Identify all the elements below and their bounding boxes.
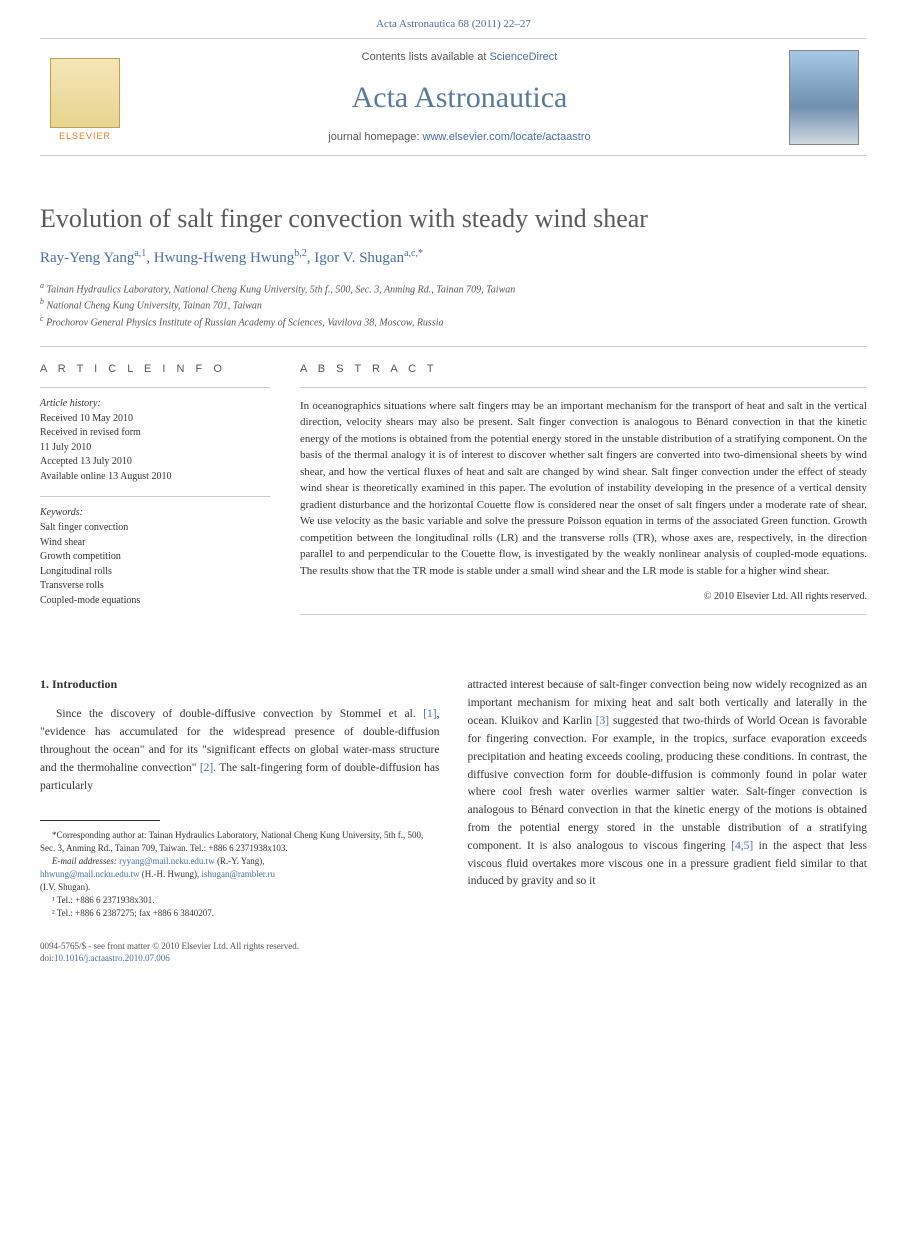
- homepage-prefix: journal homepage:: [328, 131, 422, 143]
- abstract-heading: A B S T R A C T: [300, 363, 867, 375]
- ref-1-link[interactable]: [1]: [423, 708, 436, 720]
- publisher-name: ELSEVIER: [59, 131, 111, 141]
- email-2-link[interactable]: hhwung@mail.ncku.edu.tw: [40, 869, 140, 879]
- page-citation-header: Acta Astronautica 68 (2011) 22–27: [0, 0, 907, 38]
- history-heading: Article history:: [40, 398, 270, 409]
- journal-cover-thumbnail: [789, 50, 859, 145]
- journal-banner: ELSEVIER Contents lists available at Sci…: [40, 38, 867, 156]
- emails-label: E-mail addresses:: [52, 856, 117, 866]
- author-1-sup: a,1: [134, 248, 146, 259]
- email-footnote: E-mail addresses: ryyang@mail.ncku.edu.t…: [40, 855, 440, 868]
- article-info-column: A R T I C L E I N F O Article history: R…: [40, 347, 270, 626]
- history-line: Available online 13 August 2010: [40, 470, 270, 485]
- author-3-sup: a,c,*: [404, 248, 423, 259]
- affiliation-b: b National Cheng Kung University, Tainan…: [40, 297, 867, 311]
- keywords-heading: Keywords:: [40, 507, 270, 518]
- body-two-column: 1. Introduction Since the discovery of d…: [40, 677, 867, 919]
- banner-center: Contents lists available at ScienceDirec…: [130, 39, 789, 155]
- footer-doi: doi:10.1016/j.actaastro.2010.07.006: [40, 952, 867, 965]
- abstract-divider-bottom: [300, 614, 867, 615]
- contents-available-line: Contents lists available at ScienceDirec…: [130, 51, 789, 63]
- affiliation-a: a Tainan Hydraulics Laboratory, National…: [40, 281, 867, 295]
- ref-4-5-link[interactable]: [4,5]: [731, 840, 753, 852]
- footnote-2: ² Tel.: +886 6 2387275; fax +886 6 38402…: [40, 907, 440, 920]
- author-3: Igor V. Shugan: [314, 250, 404, 266]
- contents-prefix: Contents lists available at: [362, 51, 490, 63]
- article-title: Evolution of salt finger convection with…: [40, 204, 867, 234]
- homepage-link[interactable]: www.elsevier.com/locate/actaastro: [423, 131, 591, 143]
- author-2-sup: b,2: [294, 248, 307, 259]
- elsevier-logo: ELSEVIER: [40, 47, 130, 147]
- elsevier-tree-icon: [50, 58, 120, 128]
- email-footnote-2: hhwung@mail.ncku.edu.tw (H.-H. Hwung), i…: [40, 868, 440, 881]
- history-line: Received 10 May 2010: [40, 412, 270, 427]
- keyword: Coupled-mode equations: [40, 594, 270, 609]
- body-column-left: 1. Introduction Since the discovery of d…: [40, 677, 440, 919]
- email-footnote-3: (I.V. Shugan).: [40, 881, 440, 894]
- keyword: Longitudinal rolls: [40, 565, 270, 580]
- email-1-link[interactable]: ryyang@mail.ncku.edu.tw: [119, 856, 215, 866]
- section-1-heading: 1. Introduction: [40, 677, 440, 692]
- abstract-copyright: © 2010 Elsevier Ltd. All rights reserved…: [300, 591, 867, 602]
- history-line: Received in revised form: [40, 426, 270, 441]
- journal-name: Acta Astronautica: [130, 81, 789, 115]
- ref-3-link[interactable]: [3]: [596, 715, 609, 727]
- intro-paragraph-left: Since the discovery of double-diffusive …: [40, 706, 440, 795]
- authors-line: Ray-Yeng Yanga,1, Hwung-Hweng Hwungb,2, …: [40, 248, 867, 267]
- footer-block: 0094-5765/$ - see front matter © 2010 El…: [40, 940, 867, 965]
- keyword: Wind shear: [40, 536, 270, 551]
- history-line: 11 July 2010: [40, 441, 270, 456]
- ref-2-link[interactable]: [2]: [200, 762, 213, 774]
- footer-copyright: 0094-5765/$ - see front matter © 2010 El…: [40, 940, 867, 953]
- citation-text: Acta Astronautica 68 (2011) 22–27: [376, 18, 531, 30]
- body-column-right: attracted interest because of salt-finge…: [468, 677, 868, 919]
- affiliation-c: c Prochorov General Physics Institute of…: [40, 314, 867, 328]
- keyword: Growth competition: [40, 550, 270, 565]
- footnote-1: ¹ Tel.: +886 6 2371938x301.: [40, 894, 440, 907]
- keyword: Transverse rolls: [40, 579, 270, 594]
- author-1: Ray-Yeng Yang: [40, 250, 134, 266]
- email-3-link[interactable]: ishugan@rambler.ru: [202, 869, 276, 879]
- abstract-text: In oceanographics situations where salt …: [300, 398, 867, 580]
- info-abstract-row: A R T I C L E I N F O Article history: R…: [40, 347, 867, 626]
- homepage-line: journal homepage: www.elsevier.com/locat…: [130, 131, 789, 143]
- intro-paragraph-right: attracted interest because of salt-finge…: [468, 677, 868, 891]
- abstract-divider: [300, 387, 867, 388]
- history-line: Accepted 13 July 2010: [40, 455, 270, 470]
- article-info-heading: A R T I C L E I N F O: [40, 363, 270, 375]
- keyword: Salt finger convection: [40, 521, 270, 536]
- sciencedirect-link[interactable]: ScienceDirect: [489, 51, 557, 63]
- corresponding-author-footnote: *Corresponding author at: Tainan Hydraul…: [40, 829, 440, 855]
- info-divider-1: [40, 387, 270, 388]
- author-2: Hwung-Hweng Hwung: [154, 250, 294, 266]
- info-divider-2: [40, 496, 270, 497]
- abstract-column: A B S T R A C T In oceanographics situat…: [300, 347, 867, 626]
- footnote-divider: [40, 820, 160, 821]
- doi-link[interactable]: 10.1016/j.actaastro.2010.07.006: [54, 953, 170, 963]
